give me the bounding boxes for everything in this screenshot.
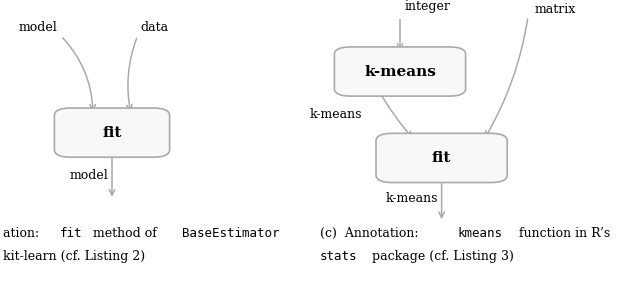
Text: stats: stats — [320, 250, 358, 263]
Text: k-means: k-means — [386, 192, 438, 205]
Text: fit: fit — [432, 151, 451, 165]
FancyBboxPatch shape — [334, 47, 466, 96]
Text: fit: fit — [60, 227, 83, 240]
Text: matrix: matrix — [534, 3, 575, 16]
Text: BaseEstimator: BaseEstimator — [182, 227, 280, 240]
Text: k-means: k-means — [309, 108, 362, 121]
Text: function in R’s: function in R’s — [515, 227, 611, 240]
Text: data: data — [141, 21, 169, 34]
Text: (c)  Annotation:: (c) Annotation: — [320, 227, 426, 240]
Text: integer: integer — [404, 0, 451, 13]
Text: package (cf. Listing 3): package (cf. Listing 3) — [369, 250, 515, 263]
FancyBboxPatch shape — [376, 134, 507, 182]
Text: fit: fit — [102, 126, 122, 139]
Text: k-means: k-means — [364, 65, 436, 78]
Text: method of: method of — [89, 227, 161, 240]
Text: kmeans: kmeans — [458, 227, 502, 240]
FancyBboxPatch shape — [54, 108, 170, 157]
Text: kit-learn (cf. Listing 2): kit-learn (cf. Listing 2) — [3, 250, 145, 263]
Text: ation:: ation: — [3, 227, 47, 240]
Text: model: model — [70, 169, 109, 181]
Text: model: model — [19, 21, 58, 34]
